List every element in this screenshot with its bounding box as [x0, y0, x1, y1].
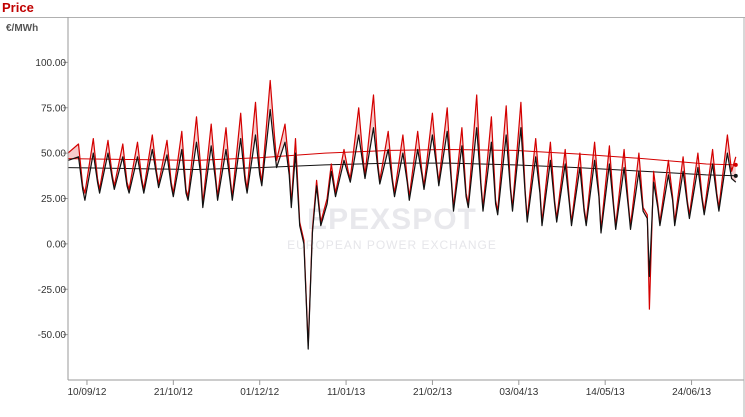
- x-tick-label: 14/05/13: [586, 387, 625, 398]
- x-tick-label: 21/10/12: [154, 387, 193, 398]
- x-tick-label: 24/06/13: [672, 387, 711, 398]
- watermark: EPEXSPOT EUROPEAN POWER EXCHANGE: [287, 203, 497, 252]
- y-tick-label: 75.00: [41, 103, 66, 114]
- page-title: Price: [2, 0, 34, 15]
- price-chart: EPEXSPOT EUROPEAN POWER EXCHANGE €/MWh -…: [6, 17, 745, 417]
- x-tick-label: 01/12/12: [240, 387, 279, 398]
- x-tick-label: 10/09/12: [67, 387, 106, 398]
- series-line-offpeak: [67, 109, 737, 350]
- price-lines-layer: [67, 79, 737, 350]
- x-tick-label: 11/01/13: [327, 387, 366, 398]
- series-end-marker-avg-base: [733, 162, 738, 167]
- y-tick-label: 0.00: [47, 239, 67, 250]
- x-tick-label: 03/04/13: [499, 387, 538, 398]
- y-tick-label: -50.00: [38, 330, 67, 341]
- y-tick-label: 25.00: [41, 194, 66, 205]
- series-end-marker-avg-offpeak: [733, 173, 738, 178]
- y-tick-label: 100.00: [35, 58, 66, 69]
- y-ticks: -50.00 -25.00 0.00 25.00 50.00 75.00 100.00: [35, 58, 68, 341]
- y-tick-label: -25.00: [38, 285, 67, 296]
- series-end-markers: [733, 162, 738, 178]
- watermark-logo: EPEXSPOT: [307, 203, 477, 236]
- x-tick-label: 21/02/13: [413, 387, 452, 398]
- x-ticks: 10/09/12 21/10/12 01/12/12 11/01/13 21/02/13…: [67, 380, 711, 398]
- chart-frame: [0, 17, 745, 417]
- y-axis-unit-label: €/MWh: [6, 23, 38, 34]
- watermark-subtitle: EUROPEAN POWER EXCHANGE: [287, 238, 497, 252]
- y-tick-label: 50.00: [41, 149, 66, 160]
